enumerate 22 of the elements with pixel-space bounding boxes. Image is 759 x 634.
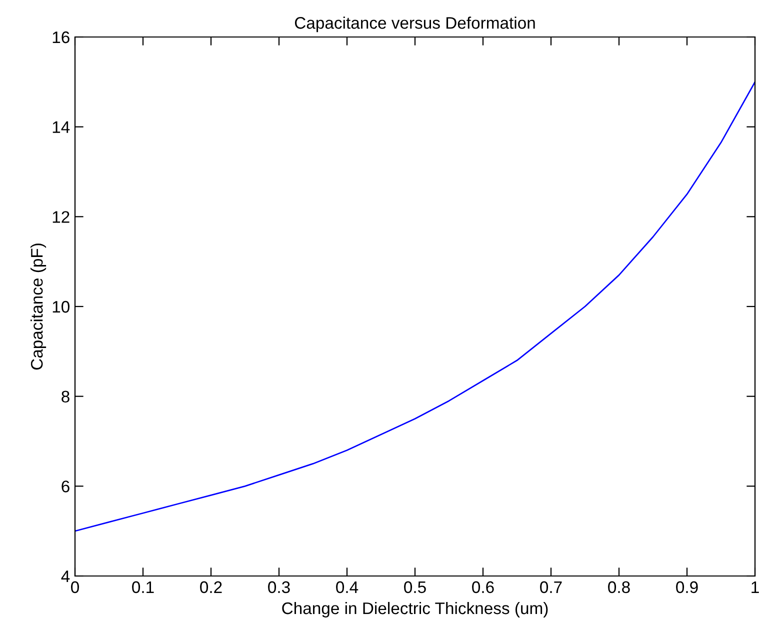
y-tick-label: 6 (62, 480, 70, 492)
y-tick-label: 4 (61, 570, 70, 582)
x-tick-label: 1 (752, 581, 759, 593)
x-tick-label: 0.4 (336, 581, 358, 594)
x-tick-label: 0.9 (676, 581, 698, 594)
x-tick-label: 0.2 (200, 581, 222, 594)
y-axis-title: Capacitance (pF) (30, 244, 46, 370)
y-tick-label: 10 (52, 300, 70, 313)
y-tick-label: 14 (52, 121, 70, 133)
chart-title: Capacitance versus Deformation (294, 16, 535, 32)
x-tick-label: 0.1 (132, 581, 154, 594)
x-axis-title: Change in Dielectric Thickness (um) (282, 602, 548, 618)
x-tick-label: 0 (71, 581, 79, 594)
y-tick-label: 12 (52, 211, 70, 223)
x-tick-label: 0.6 (472, 581, 494, 594)
x-tick-label: 0.5 (404, 581, 426, 594)
y-tick-label: 8 (62, 390, 70, 403)
x-tick-label: 0.7 (540, 581, 562, 594)
x-tick-label: 0.8 (608, 581, 630, 594)
y-tick-label: 16 (52, 31, 70, 44)
x-tick-label: 0.3 (268, 581, 290, 594)
line-series (75, 81, 755, 532)
